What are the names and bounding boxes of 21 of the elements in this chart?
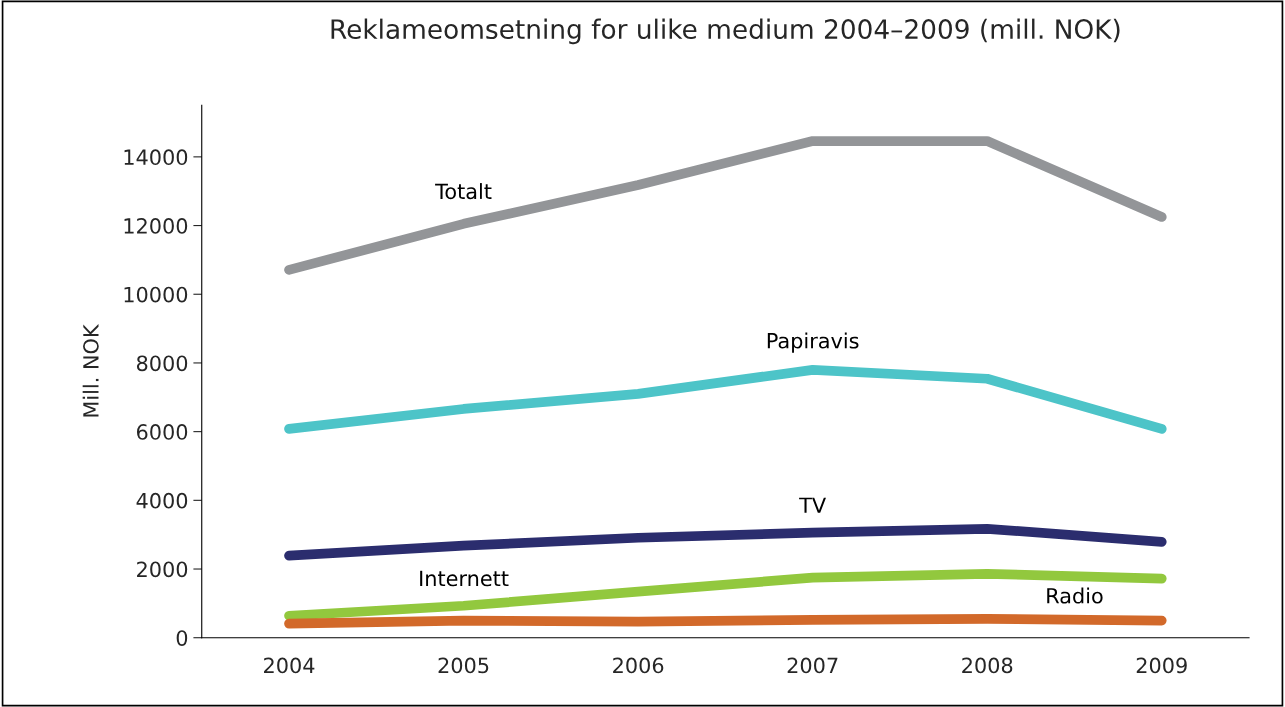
series-label: Radio xyxy=(1047,587,1103,604)
y-tick-label: 2000 xyxy=(137,561,188,578)
y-tick-label: 12000 xyxy=(124,218,188,234)
x-tick-label: 2009 xyxy=(1136,657,1187,674)
x-tick-label: 2005 xyxy=(438,657,489,674)
chart-title: Reklameomsetning for ulike medium 2004–2009 (mill. NOK) xyxy=(331,18,1120,45)
x-tick-label: 2007 xyxy=(787,657,838,674)
x-tick-label: 2004 xyxy=(264,657,315,674)
x-tick-label: 2006 xyxy=(613,657,664,674)
y-tick-label: 14000 xyxy=(124,149,188,166)
y-tick-label: 6000 xyxy=(136,424,188,440)
y-tick-label: 4000 xyxy=(136,492,188,509)
series-label: TV xyxy=(799,497,826,513)
series-label: Totalt xyxy=(435,183,492,200)
series-label: Internett xyxy=(420,570,509,587)
y-tick-label: 0 xyxy=(176,630,188,646)
series-label: Papiravis xyxy=(767,332,859,353)
y-tick-label: 8000 xyxy=(136,355,188,372)
y-axis-title: Mill. NOK xyxy=(82,323,99,417)
x-tick-label: 2008 xyxy=(962,657,1013,674)
y-tick-label: 10000 xyxy=(124,286,188,303)
